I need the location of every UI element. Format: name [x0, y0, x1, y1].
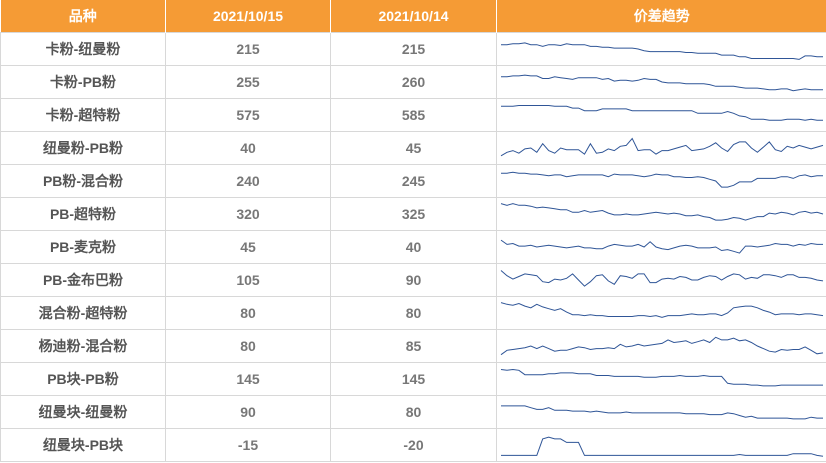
value-date-1-cell: 45: [165, 230, 331, 264]
sparkline-chart: [501, 42, 823, 60]
variety-cell: 纽曼块-PB块: [0, 428, 166, 462]
table-row: 卡粉-纽曼粉 215 215: [0, 32, 826, 66]
value-date-2-cell: 145: [330, 362, 497, 396]
value-date-1-cell: 215: [165, 32, 331, 66]
sparkline-chart: [501, 436, 824, 457]
sparkline-chart: [500, 302, 824, 318]
variety-cell: PB-超特粉: [0, 197, 166, 231]
value-date-2-cell: 245: [330, 164, 497, 198]
table-row: 卡粉-超特粉 575 585: [0, 98, 826, 132]
value-date-2-cell: 90: [330, 263, 497, 297]
variety-cell: 卡粉-超特粉: [0, 98, 166, 132]
value-date-1-cell: 575: [165, 98, 331, 132]
table-row: 卡粉-PB粉 255 260: [0, 65, 826, 99]
value-date-2-cell: 260: [330, 65, 497, 99]
sparkline-series: [501, 105, 823, 121]
value-date-1-cell: -15: [165, 428, 331, 462]
sparkline-chart: [500, 137, 824, 157]
sparkline-chart: [501, 405, 823, 420]
trend-cell: [496, 230, 826, 264]
table-row: 纽曼块-纽曼粉 90 80: [0, 395, 826, 429]
variety-cell: 混合粉-超特粉: [0, 296, 166, 330]
trend-cell: [496, 362, 826, 396]
value-date-1-cell: 145: [165, 362, 331, 396]
value-date-1-cell: 105: [165, 263, 331, 297]
sparkline-chart: [500, 203, 824, 221]
value-date-2-cell: 40: [330, 230, 497, 264]
table-row: PB块-PB粉 145 145: [0, 362, 826, 396]
header-date-2: 2021/10/14: [330, 0, 497, 33]
trend-cell: [496, 32, 826, 66]
trend-cell: [496, 296, 826, 330]
sparkline-chart: [500, 368, 823, 387]
variety-cell: PB粉-混合粉: [0, 164, 166, 198]
value-date-1-cell: 90: [165, 395, 331, 429]
value-date-1-cell: 40: [165, 131, 331, 165]
value-date-2-cell: 325: [330, 197, 497, 231]
value-date-2-cell: 85: [330, 329, 497, 363]
value-date-2-cell: 80: [330, 395, 497, 429]
variety-cell: 杨迪粉-混合粉: [0, 329, 166, 363]
variety-cell: 卡粉-PB粉: [0, 65, 166, 99]
sparkline-chart: [501, 171, 823, 188]
trend-cell: [496, 164, 826, 198]
table-body: 卡粉-纽曼粉 215 215 卡粉-PB粉 255 260 卡粉-超特粉 575 585 纽曼粉-…: [0, 32, 826, 462]
sparkline-series: [500, 137, 824, 157]
trend-cell: [496, 395, 826, 429]
table-row: 混合粉-超特粉 80 80: [0, 296, 826, 330]
table-row: PB粉-混合粉 240 245: [0, 164, 826, 198]
value-date-1-cell: 320: [165, 197, 331, 231]
table-row: 纽曼块-PB块 -15 -20: [0, 428, 826, 462]
value-date-1-cell: 80: [165, 329, 331, 363]
sparkline-series: [500, 203, 824, 221]
variety-cell: 卡粉-纽曼粉: [0, 32, 166, 66]
sparkline-series: [500, 368, 823, 387]
table-row: PB-麦克粉 45 40: [0, 230, 826, 264]
header-trend: 价差趋势: [496, 0, 826, 33]
table-row: 纽曼粉-PB粉 40 45: [0, 131, 826, 165]
sparkline-chart: [500, 336, 824, 356]
value-date-2-cell: 585: [330, 98, 497, 132]
trend-cell: [496, 98, 826, 132]
sparkline-series: [500, 302, 824, 318]
trend-cell: [496, 263, 826, 297]
sparkline-series: [500, 336, 824, 356]
sparkline-chart: [500, 270, 824, 287]
value-date-1-cell: 80: [165, 296, 331, 330]
table-row: PB-超特粉 320 325: [0, 197, 826, 231]
variety-cell: PB-麦克粉: [0, 230, 166, 264]
value-date-2-cell: 80: [330, 296, 497, 330]
variety-cell: PB块-PB粉: [0, 362, 166, 396]
value-date-2-cell: -20: [330, 428, 497, 462]
variety-cell: 纽曼块-纽曼粉: [0, 395, 166, 429]
sparkline-chart: [501, 105, 823, 121]
sparkline-chart: [501, 74, 823, 92]
sparkline-series: [501, 171, 823, 188]
header-variety: 品种: [0, 0, 166, 33]
value-date-1-cell: 240: [165, 164, 331, 198]
variety-cell: 纽曼粉-PB粉: [0, 131, 166, 165]
value-date-1-cell: 255: [165, 65, 331, 99]
variety-cell: PB-金布巴粉: [0, 263, 166, 297]
sparkline-series: [501, 405, 823, 420]
sparkline-chart: [500, 239, 823, 254]
sparkline-series: [501, 436, 824, 457]
table-row: 杨迪粉-混合粉 80 85: [0, 329, 826, 363]
sparkline-series: [501, 42, 823, 60]
trend-cell: [496, 197, 826, 231]
sparkline-series: [500, 239, 823, 254]
table-row: PB-金布巴粉 105 90: [0, 263, 826, 297]
sparkline-series: [501, 74, 823, 92]
header-date-1: 2021/10/15: [165, 0, 331, 33]
sparkline-series: [500, 270, 824, 287]
trend-cell: [496, 65, 826, 99]
value-date-2-cell: 215: [330, 32, 497, 66]
trend-cell: [496, 428, 826, 462]
trend-cell: [496, 329, 826, 363]
trend-cell: [496, 131, 826, 165]
value-date-2-cell: 45: [330, 131, 497, 165]
table-header-row: 品种 2021/10/15 2021/10/14 价差趋势: [0, 0, 826, 33]
